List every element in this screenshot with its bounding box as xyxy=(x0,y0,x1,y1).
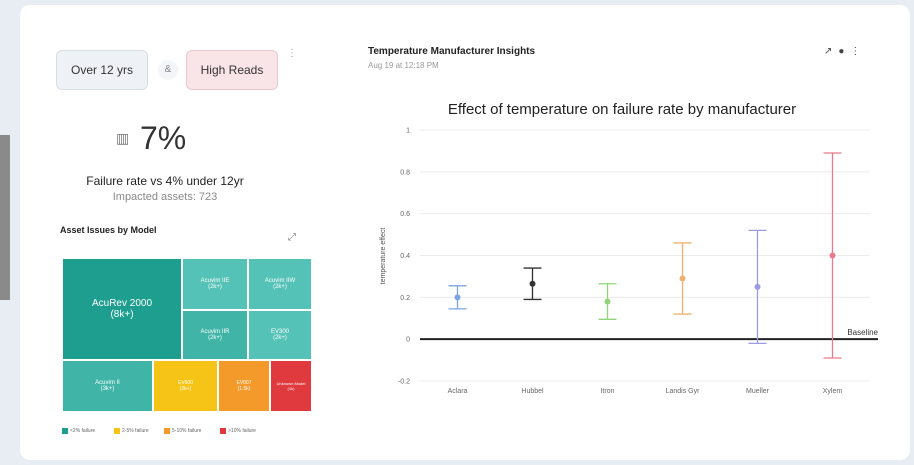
tile-name: Acuvim IIE xyxy=(200,278,230,284)
y-axis-label: temperature effect xyxy=(380,228,387,285)
filter-chip[interactable]: Over 12 yrs xyxy=(56,50,148,90)
x-tick-label: Xylem xyxy=(823,388,843,395)
y-tick-label: 0.4 xyxy=(400,253,410,260)
tile-label: (2k+) xyxy=(179,386,192,392)
tile-name: AcuRev 2000 xyxy=(91,298,153,309)
baseline-label: Baseline xyxy=(847,328,878,337)
filter-chip[interactable]: High Reads xyxy=(186,50,278,90)
tile-name: Unknown Model xyxy=(276,381,306,386)
kpi-caption: Failure rate vs 4% under 12yr xyxy=(86,174,244,188)
tile-label: (2k+) xyxy=(208,335,222,341)
treemap-tile[interactable]: EV007 (1.5k) xyxy=(218,360,270,412)
treemap-title: Asset Issues by Model xyxy=(60,225,157,235)
treemap-tile[interactable]: Acuvim IIE (2k+) xyxy=(182,258,248,310)
tile-label: (2k+) xyxy=(273,284,287,290)
kpi-sub: Impacted assets: 723 xyxy=(112,191,218,203)
treemap-tile[interactable]: Unknown Model (1k) xyxy=(270,360,312,412)
y-tick-label: 0.6 xyxy=(400,211,410,218)
legend-label: 5-10% failure xyxy=(172,428,202,434)
legend-item: 2-5% failure xyxy=(114,428,149,434)
tile-name: EV300 xyxy=(270,329,289,335)
treemap-tile[interactable]: EV600 (2k+) xyxy=(153,360,218,412)
y-tick-label: 0.2 xyxy=(400,295,410,302)
treemap-tile[interactable]: Acuvim IIW (2k+) xyxy=(248,258,312,310)
legend-item: >10% failure xyxy=(220,428,256,434)
treemap-tile[interactable]: AcuRev 2000 (8k+) xyxy=(62,258,182,360)
tile-label: (2k+) xyxy=(208,284,222,290)
treemap-tile[interactable]: EV300 (2k+) xyxy=(248,310,312,360)
treemap-tile[interactable]: Acuvim II (3k+) xyxy=(62,360,153,412)
tile-label: (8k+) xyxy=(110,309,134,320)
treemap-tile[interactable]: Acuvim IIR (2k+) xyxy=(182,310,248,360)
panel-actions[interactable]: ↗●⋮ xyxy=(824,46,867,57)
point xyxy=(829,252,836,259)
tile-name: EV600 xyxy=(177,380,193,386)
tile-label: (1.5k) xyxy=(237,386,251,392)
y-tick-label: -0.2 xyxy=(398,379,410,386)
point xyxy=(754,283,761,290)
legend-item: <2% failure xyxy=(62,428,95,434)
chart-title: Effect of temperature on failure rate by… xyxy=(448,101,796,118)
kpi-value: 7% xyxy=(140,120,187,156)
x-tick-label: Hubbel xyxy=(521,388,544,395)
sidebar xyxy=(0,135,10,300)
y-tick-label: 0.8 xyxy=(400,169,410,176)
y-tick-label: 0 xyxy=(406,337,410,344)
panel-title: Temperature Manufacturer Insights xyxy=(368,46,536,57)
panel-timestamp: Aug 19 at 12:18 PM xyxy=(368,61,439,70)
y-tick-label: 1 xyxy=(406,128,410,135)
legend-label: 2-5% failure xyxy=(122,428,149,434)
tile-label: (2k+) xyxy=(273,335,287,341)
expand-icon[interactable]: ⤢ xyxy=(288,232,296,243)
point xyxy=(454,294,461,301)
point xyxy=(604,298,611,305)
kpi-icon: ▥ xyxy=(116,130,130,146)
legend-item: 5-10% failure xyxy=(164,428,201,434)
legend-label: >10% failure xyxy=(228,428,256,434)
point xyxy=(679,275,686,282)
tile-label: (3k+) xyxy=(100,386,115,392)
tile-name: Acuvim IIW xyxy=(264,278,296,284)
x-tick-label: Mueller xyxy=(746,388,770,395)
join-chip: & xyxy=(158,60,178,80)
x-tick-label: Landis Gyr xyxy=(666,388,701,395)
point xyxy=(529,280,536,287)
tile-name: EV007 xyxy=(236,380,252,386)
tile-name: Acuvim II xyxy=(95,380,120,386)
x-tick-label: Itron xyxy=(600,388,614,395)
legend-label: <2% failure xyxy=(70,428,96,434)
tile-name: Acuvim IIR xyxy=(200,329,230,335)
x-tick-label: Aclara xyxy=(448,388,468,395)
menu-icon[interactable]: ⋮ xyxy=(287,48,297,59)
tile-label: (1k) xyxy=(287,386,295,391)
